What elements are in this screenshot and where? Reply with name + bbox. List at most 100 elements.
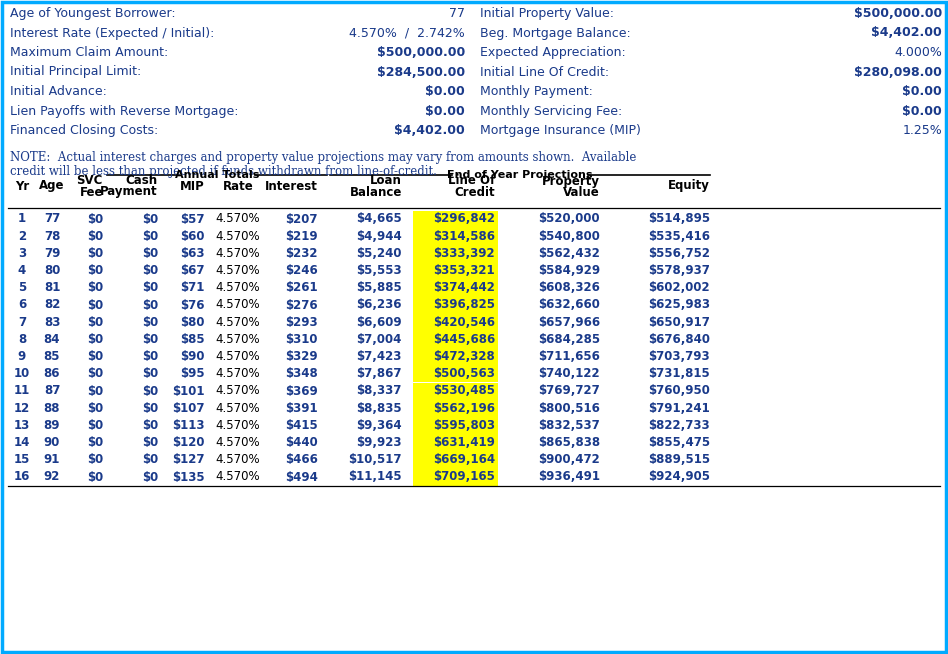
Text: $113: $113 [173,419,205,432]
Text: $5,240: $5,240 [356,247,402,260]
Text: 90: 90 [44,436,60,449]
Text: 4.570%: 4.570% [216,281,261,294]
Text: $608,326: $608,326 [538,281,600,294]
Text: $0: $0 [142,385,158,398]
Text: 80: 80 [44,264,60,277]
Text: $684,285: $684,285 [538,333,600,346]
Bar [413,228,498,245]
Text: $0.00: $0.00 [426,85,465,98]
Text: 6: 6 [18,298,27,311]
Text: $9,923: $9,923 [356,436,402,449]
Text: $0: $0 [142,316,158,329]
Text: Initial Advance:: Initial Advance: [10,85,107,98]
Text: $0: $0 [87,453,103,466]
Text: $865,838: $865,838 [538,436,600,449]
Text: $348: $348 [285,368,318,380]
Text: $936,491: $936,491 [538,470,600,483]
Bar [413,468,498,486]
Text: $602,002: $602,002 [648,281,710,294]
Text: 78: 78 [44,230,60,243]
Text: 87: 87 [44,385,60,398]
Text: $280,098.00: $280,098.00 [854,65,942,78]
Text: $107: $107 [173,402,205,415]
Text: $0: $0 [142,368,158,380]
Text: $369: $369 [285,385,318,398]
Text: 83: 83 [44,316,60,329]
Text: 4: 4 [18,264,27,277]
Bar [413,366,498,383]
Text: $101: $101 [173,385,205,398]
Bar [413,434,498,451]
Text: $540,800: $540,800 [538,230,600,243]
Text: 2: 2 [18,230,26,243]
Text: 4.570%: 4.570% [216,230,261,243]
Text: $0: $0 [142,333,158,346]
Text: 8: 8 [18,333,27,346]
Text: $415: $415 [285,419,318,432]
Text: $276: $276 [285,298,318,311]
Text: $95: $95 [180,368,205,380]
Text: 11: 11 [14,385,30,398]
Bar [413,417,498,434]
Text: $85: $85 [180,333,205,346]
Text: 7: 7 [18,316,26,329]
Text: $631,419: $631,419 [433,436,495,449]
Text: 4.570%: 4.570% [216,470,261,483]
Text: $0: $0 [87,419,103,432]
Text: $0: $0 [87,264,103,277]
Text: $60: $60 [180,230,205,243]
Text: $329: $329 [285,350,318,363]
Text: $0: $0 [87,316,103,329]
Text: 1: 1 [18,213,26,226]
Text: $855,475: $855,475 [647,436,710,449]
Text: $800,516: $800,516 [538,402,600,415]
Text: 85: 85 [44,350,61,363]
Text: 79: 79 [44,247,60,260]
Text: Beg. Mortgage Balance:: Beg. Mortgage Balance: [480,27,630,39]
Text: $0: $0 [87,350,103,363]
Text: $63: $63 [180,247,205,260]
Text: $6,609: $6,609 [356,316,402,329]
Text: $0: $0 [142,213,158,226]
Text: $420,546: $420,546 [433,316,495,329]
Text: $520,000: $520,000 [538,213,600,226]
Text: 77: 77 [449,7,465,20]
Text: $0.00: $0.00 [902,105,942,118]
Text: $889,515: $889,515 [647,453,710,466]
Text: $314,586: $314,586 [433,230,495,243]
Text: $0: $0 [142,281,158,294]
Text: $353,321: $353,321 [433,264,495,277]
Text: Balance: Balance [350,186,402,199]
Text: $0: $0 [142,470,158,483]
Text: NOTE:  Actual interest charges and property value projections may vary from amou: NOTE: Actual interest charges and proper… [10,152,636,165]
Text: End of Year Projections: End of Year Projections [447,169,592,179]
Text: Age: Age [39,179,64,192]
Text: 10: 10 [14,368,30,380]
Text: $7,867: $7,867 [356,368,402,380]
Text: $584,929: $584,929 [538,264,600,277]
Text: $8,835: $8,835 [356,402,402,415]
Text: 12: 12 [14,402,30,415]
Text: 4.570%: 4.570% [216,402,261,415]
Text: 4.570%: 4.570% [216,264,261,277]
Text: $127: $127 [173,453,205,466]
Text: Initial Property Value:: Initial Property Value: [480,7,614,20]
Text: $0: $0 [142,402,158,415]
Text: Initial Principal Limit:: Initial Principal Limit: [10,65,141,78]
Text: $0: $0 [142,247,158,260]
Text: 4.570%: 4.570% [216,213,261,226]
Text: $0: $0 [142,419,158,432]
Text: 4.570%: 4.570% [216,333,261,346]
Text: Monthly Servicing Fee:: Monthly Servicing Fee: [480,105,622,118]
Text: $0: $0 [142,298,158,311]
Text: $4,665: $4,665 [356,213,402,226]
Text: Line Of: Line Of [447,175,495,188]
Text: $535,416: $535,416 [648,230,710,243]
Text: $0: $0 [87,368,103,380]
Bar [413,279,498,296]
Text: Initial Line Of Credit:: Initial Line Of Credit: [480,65,610,78]
Text: Credit: Credit [454,186,495,199]
Text: MIP: MIP [180,179,205,192]
Text: $595,803: $595,803 [433,419,495,432]
Text: $67: $67 [180,264,205,277]
